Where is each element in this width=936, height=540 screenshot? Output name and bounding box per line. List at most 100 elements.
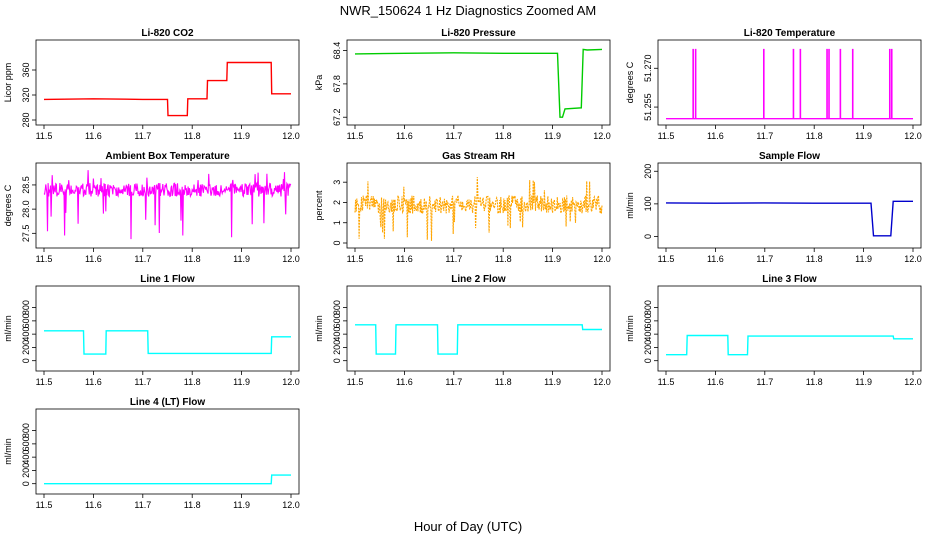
y-tick-label: 0 bbox=[332, 240, 342, 245]
x-tick-label: 11.6 bbox=[85, 500, 102, 510]
x-tick-label: 11.5 bbox=[347, 377, 364, 387]
y-axis-label: ml/min bbox=[3, 315, 13, 342]
x-tick-label: 11.8 bbox=[184, 131, 201, 141]
y-tick-label: 800 bbox=[21, 300, 31, 315]
x-tick-label: 12.0 bbox=[282, 500, 300, 510]
y-tick-label: 51.270 bbox=[643, 55, 653, 83]
x-tick-label: 11.5 bbox=[347, 131, 364, 141]
x-tick-label: 11.9 bbox=[233, 377, 250, 387]
panel-line4: Line 4 (LT) Flow ml/min 11.5 11.6 11.7 11.8 11… bbox=[3, 397, 300, 510]
x-tick-label: 12.0 bbox=[593, 131, 611, 141]
x-tick-label: 11.7 bbox=[134, 500, 151, 510]
panel-line2: Line 2 Flow ml/min 11.5 11.6 11.7 11.8 11.9 12.… bbox=[314, 274, 611, 387]
panels: Li-820 CO2 Licor ppm 11.5 11.6 11.7 11.8 11.9 1… bbox=[3, 28, 922, 510]
y-tick-label: 280 bbox=[21, 112, 31, 127]
y-tick-label: 200 bbox=[21, 463, 31, 478]
x-tick-label: 11.6 bbox=[707, 254, 724, 264]
y-tick-label: 200 bbox=[21, 340, 31, 355]
x-tick-label: 11.7 bbox=[756, 254, 773, 264]
y-axis-label: degrees C bbox=[3, 184, 13, 226]
y-tick-label: 0 bbox=[21, 358, 31, 363]
plot-frame bbox=[35, 39, 300, 126]
plot-title: Line 4 (LT) Flow bbox=[130, 397, 206, 408]
x-tick-label: 11.6 bbox=[85, 131, 102, 141]
plot-frame bbox=[346, 285, 611, 372]
x-tick-label: 11.5 bbox=[658, 377, 675, 387]
y-tick-label: 67.2 bbox=[332, 108, 342, 126]
x-tick-label: 11.6 bbox=[396, 131, 413, 141]
x-tick-label: 11.7 bbox=[134, 377, 151, 387]
y-tick-label: 400 bbox=[332, 327, 342, 342]
x-tick-label: 11.6 bbox=[396, 377, 413, 387]
x-tick-label: 11.9 bbox=[544, 131, 561, 141]
y-tick-label: 0 bbox=[643, 358, 653, 363]
x-tick-label: 11.8 bbox=[184, 377, 201, 387]
y-tick-label: 600 bbox=[21, 313, 31, 328]
y-tick-label: 800 bbox=[332, 300, 342, 315]
plot-title: Line 2 Flow bbox=[451, 274, 506, 285]
panel-line1: Line 1 Flow ml/min 11.5 11.6 11.7 11.8 11.9 12.… bbox=[3, 274, 300, 387]
y-tick-label: 51.255 bbox=[643, 93, 653, 121]
y-tick-label: 800 bbox=[643, 300, 653, 315]
series-line bbox=[43, 61, 291, 117]
x-tick-label: 11.9 bbox=[544, 254, 561, 264]
series-line bbox=[44, 474, 291, 485]
y-tick-label: 1 bbox=[332, 220, 342, 225]
x-tick-label: 11.7 bbox=[445, 254, 462, 264]
panel-co2: Li-820 CO2 Licor ppm 11.5 11.6 11.7 11.8 11.9 1… bbox=[3, 28, 300, 141]
x-tick-label: 11.8 bbox=[806, 254, 823, 264]
x-tick-label: 12.0 bbox=[593, 377, 611, 387]
x-tick-label: 11.8 bbox=[184, 500, 201, 510]
x-tick-label: 11.5 bbox=[36, 500, 53, 510]
x-tick-label: 12.0 bbox=[282, 131, 300, 141]
plot-title: Ambient Box Temperature bbox=[105, 151, 230, 162]
y-tick-label: 360 bbox=[21, 62, 31, 77]
plot-frame bbox=[35, 285, 300, 372]
x-tick-label: 11.6 bbox=[707, 131, 724, 141]
y-tick-label: 68.4 bbox=[332, 42, 342, 60]
series-line bbox=[354, 48, 603, 118]
series-line bbox=[665, 200, 913, 237]
y-tick-label: 600 bbox=[332, 313, 342, 328]
y-tick-label: 27.5 bbox=[21, 225, 31, 243]
plot-title: Li-820 Pressure bbox=[441, 28, 516, 39]
y-tick-label: 600 bbox=[643, 313, 653, 328]
y-axis-label: percent bbox=[314, 190, 324, 221]
x-tick-label: 11.5 bbox=[36, 377, 53, 387]
x-tick-label: 11.8 bbox=[495, 377, 512, 387]
panel-temperature: Li-820 Temperature degrees C 11.5 11.6 11.7 1… bbox=[625, 28, 922, 141]
y-tick-label: 100 bbox=[643, 196, 653, 211]
y-tick-label: 28.5 bbox=[21, 176, 31, 194]
y-tick-label: 400 bbox=[21, 450, 31, 465]
y-tick-label: 3 bbox=[332, 180, 342, 185]
panel-line3: Line 3 Flow ml/min 11.5 11.6 11.7 11.8 11.9 12.… bbox=[625, 274, 922, 387]
x-tick-label: 11.5 bbox=[347, 254, 364, 264]
plot-frame bbox=[657, 39, 922, 126]
x-tick-label: 11.6 bbox=[85, 254, 102, 264]
y-tick-label: 200 bbox=[643, 340, 653, 355]
x-tick-label: 12.0 bbox=[593, 254, 611, 264]
x-tick-label: 11.8 bbox=[495, 131, 512, 141]
x-tick-label: 11.9 bbox=[233, 254, 250, 264]
x-tick-label: 11.9 bbox=[233, 131, 250, 141]
panel-pressure: Li-820 Pressure kPa 11.5 11.6 11.7 11.8 11.9 12… bbox=[314, 28, 611, 141]
plot-title: Gas Stream RH bbox=[442, 151, 515, 162]
y-tick-label: 320 bbox=[21, 87, 31, 102]
y-tick-label: 0 bbox=[332, 358, 342, 363]
y-axis-label: ml/min bbox=[625, 192, 635, 219]
plot-frame bbox=[35, 408, 300, 495]
figure-xlabel: Hour of Day (UTC) bbox=[414, 519, 522, 534]
x-tick-label: 11.9 bbox=[233, 500, 250, 510]
plot-frame bbox=[35, 162, 300, 249]
panel-rh: Gas Stream RH percent 11.5 11.6 11.7 11.8 11.9… bbox=[314, 151, 611, 264]
x-tick-label: 11.5 bbox=[36, 254, 53, 264]
x-tick-label: 12.0 bbox=[282, 254, 300, 264]
panel-sample: Sample Flow ml/min 11.5 11.6 11.7 11.8 11.9 12.… bbox=[625, 151, 922, 264]
x-tick-label: 11.7 bbox=[445, 377, 462, 387]
y-tick-label: 200 bbox=[332, 340, 342, 355]
series-line bbox=[354, 177, 603, 241]
x-tick-label: 11.5 bbox=[658, 131, 675, 141]
y-axis-label: degrees C bbox=[625, 61, 635, 103]
panel-ambient: Ambient Box Temperature degrees C 11.5 11.6… bbox=[3, 151, 300, 264]
x-tick-label: 11.8 bbox=[184, 254, 201, 264]
